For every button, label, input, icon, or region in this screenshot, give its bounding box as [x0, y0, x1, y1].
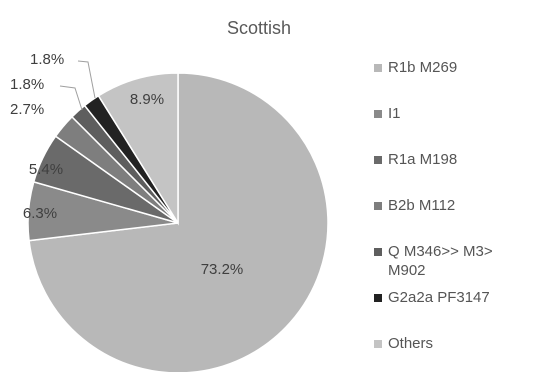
data-label: 1.8%: [30, 51, 64, 68]
legend-label: R1b M269: [388, 59, 458, 76]
legend-item: I1: [374, 104, 401, 123]
legend-swatch: [374, 110, 382, 118]
legend-swatch: [374, 156, 382, 164]
pie-slice-others: [97, 72, 179, 226]
data-label: 5.4%: [29, 161, 63, 178]
legend-swatch: [374, 294, 382, 302]
data-label: 73.2%: [201, 261, 244, 278]
leader-line: [77, 60, 96, 99]
leader-lines: [59, 60, 96, 111]
legend-label: R1a M198: [388, 151, 458, 168]
legend-label: Q M346>> M3> M902: [388, 243, 493, 279]
legend-swatch: [374, 64, 382, 72]
data-label: 2.7%: [10, 101, 44, 118]
legend-label: G2a2a PF3147: [388, 289, 490, 306]
chart-title: Scottish: [227, 18, 291, 38]
legend-swatch: [374, 248, 382, 256]
legend-swatch: [374, 340, 382, 348]
legend-label: I1: [388, 105, 401, 122]
legend-item: B2b M112: [374, 196, 455, 215]
legend-item: R1b M269: [374, 58, 457, 77]
legend-label: B2b M112: [388, 197, 456, 214]
pie-slices: [27, 72, 329, 374]
legend-item: G2a2a PF3147: [374, 288, 490, 307]
data-labels: 73.2% 6.3% 5.4% 2.7% 1.8% 1.8% 8.9%: [10, 51, 243, 278]
legend-item: Others: [374, 334, 433, 353]
data-label: 6.3%: [23, 205, 57, 222]
data-label: 8.9%: [130, 91, 164, 108]
legend-item: Q M346>> M3> M902: [374, 242, 506, 280]
data-label: 1.8%: [10, 76, 44, 93]
legend-label: Others: [388, 335, 434, 352]
legend-item: R1a M198: [374, 150, 457, 169]
leader-line: [59, 85, 83, 111]
legend-swatch: [374, 202, 382, 210]
